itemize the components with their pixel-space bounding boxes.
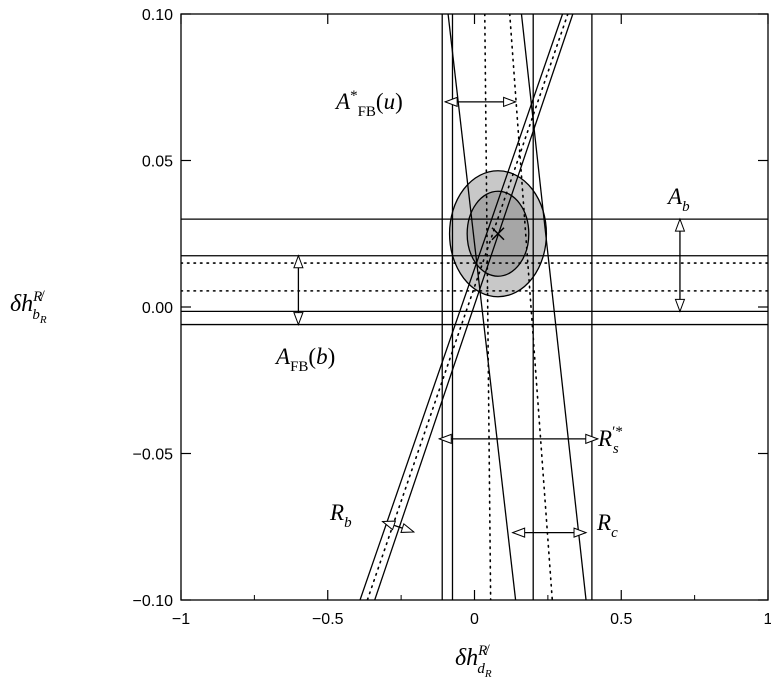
- arrow-Ab-head-end: [674, 298, 686, 313]
- x-tick-label: 1: [764, 611, 771, 628]
- band-Rc-line-0: [447, 14, 517, 600]
- arrow-Rc-head-start: [511, 527, 526, 538]
- arrow-AFBu-head-end: [503, 96, 518, 108]
- arrow-Rc-head-end: [573, 527, 588, 538]
- axes: −1 −0.5 0 0.5 1 −0.10 −0.05 0.00 0.05 0.10: [133, 7, 771, 628]
- arrow-AFBb-head-start: [293, 254, 304, 269]
- y-tick-label: 0.10: [142, 7, 173, 24]
- arrow-AFBu-head-start: [443, 96, 458, 108]
- plot-area: [181, 14, 768, 600]
- y-tick-label: 0.00: [142, 300, 173, 317]
- x-tick-label: −0.5: [312, 611, 344, 628]
- x-tick-label: 0: [470, 611, 479, 628]
- band-Rc-dotted-1: [508, 14, 554, 600]
- band-Rb-line-0: [359, 14, 564, 600]
- x-tick-label: 0.5: [610, 611, 632, 628]
- y-tick-label: 0.05: [142, 154, 173, 171]
- y-tick-label: −0.10: [133, 593, 174, 610]
- arrow-Rb-head-end: [400, 523, 416, 533]
- band-Rb-dotted-0: [366, 14, 569, 600]
- arrow-Rb-head-start: [381, 520, 397, 531]
- arrow-Rs-head-end: [585, 433, 600, 445]
- band-Rc-line-1: [520, 14, 587, 600]
- y-tick-label: −0.05: [133, 447, 174, 464]
- arrow-AFBb-head-end: [293, 312, 304, 327]
- band-Rc-dotted-0: [483, 14, 492, 600]
- arrow-annotations: [293, 96, 686, 538]
- band-Rb-line-1: [374, 14, 574, 600]
- x-tick-label: −1: [172, 611, 190, 628]
- arrow-Ab-head-start: [674, 217, 686, 232]
- arrow-Rs-head-start: [437, 433, 452, 445]
